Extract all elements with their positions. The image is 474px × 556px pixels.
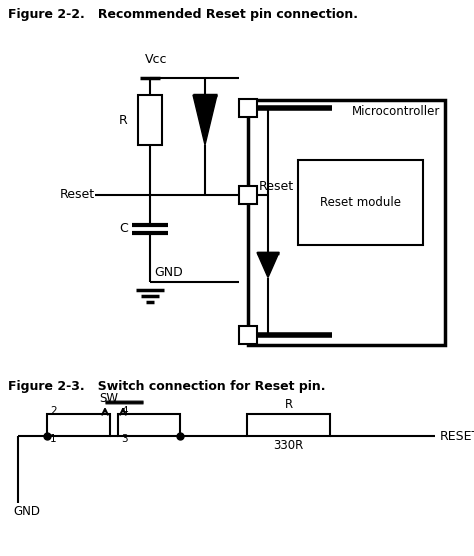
Polygon shape: [193, 95, 217, 145]
Polygon shape: [257, 252, 279, 277]
Text: Microcontroller: Microcontroller: [352, 105, 440, 118]
Text: Reset: Reset: [259, 180, 294, 193]
Text: R: R: [284, 398, 292, 411]
Bar: [47, 414, 110, 436]
Bar: [239, 326, 257, 344]
Bar: [138, 95, 162, 145]
Text: C: C: [119, 222, 128, 236]
Text: Reset module: Reset module: [320, 196, 401, 209]
Text: Reset: Reset: [60, 188, 95, 201]
Bar: [239, 186, 257, 204]
Text: 1: 1: [50, 434, 56, 444]
Text: GND: GND: [154, 266, 183, 279]
Text: 330R: 330R: [273, 439, 304, 452]
Text: 2: 2: [50, 406, 56, 416]
Text: RESET: RESET: [440, 429, 474, 443]
Text: 4: 4: [121, 406, 128, 416]
Text: GND: GND: [13, 505, 40, 518]
Text: Vcc: Vcc: [145, 53, 167, 66]
Text: Figure 2-2.   Recommended Reset pin connection.: Figure 2-2. Recommended Reset pin connec…: [8, 8, 358, 21]
Text: R: R: [119, 113, 128, 127]
Bar: [248, 100, 445, 345]
Text: Figure 2-3.   Switch connection for Reset pin.: Figure 2-3. Switch connection for Reset …: [8, 380, 326, 393]
Text: 3: 3: [121, 434, 128, 444]
Bar: [298, 160, 423, 245]
Bar: [247, 414, 330, 436]
Text: SW: SW: [99, 392, 118, 405]
Bar: [118, 414, 180, 436]
Bar: [239, 99, 257, 117]
